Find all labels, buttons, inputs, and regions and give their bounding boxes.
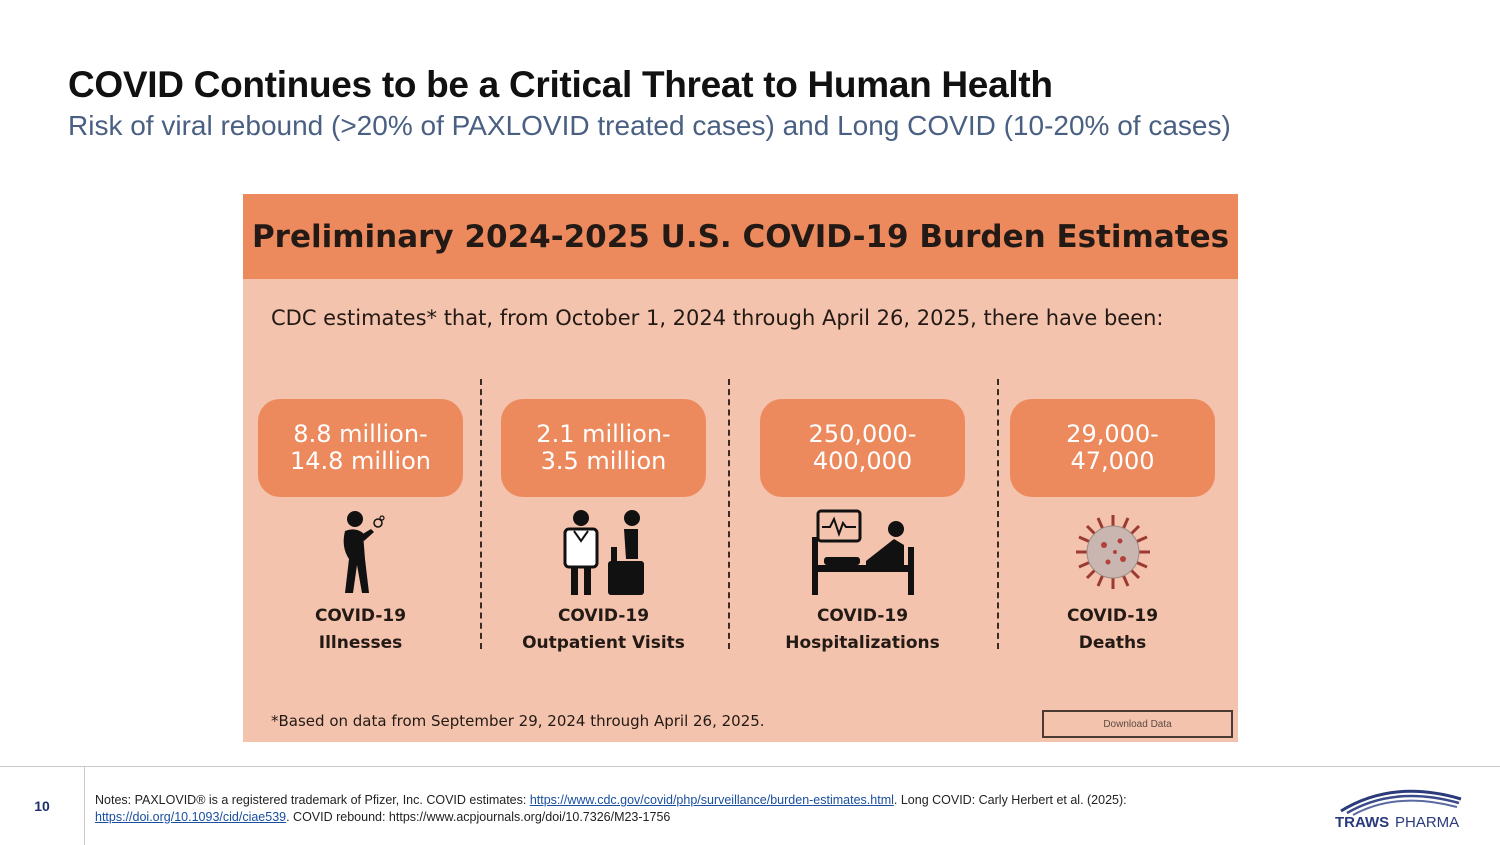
footer-notes: Notes: PAXLOVID® is a registered tradema…	[95, 792, 1305, 826]
stat-outpatient-visits: 2.1 million- 3.5 million COVID-19 Outpat…	[501, 399, 706, 657]
traws-pharma-logo: TRAWS PHARMA	[1335, 789, 1462, 831]
sick-person-icon	[343, 511, 385, 593]
hospital-bed-icon	[811, 509, 914, 595]
notes-text: . COVID rebound: https://www.acpjournals…	[286, 810, 671, 824]
column-divider	[728, 379, 730, 649]
slide-subtitle: Risk of viral rebound (>20% of PAXLOVID …	[68, 110, 1231, 141]
stat-value-line: 400,000	[812, 447, 913, 475]
stat-value-line: 250,000-	[808, 420, 917, 448]
notes-text: . Long COVID: Carly Herbert et al. (2025…	[893, 793, 1127, 807]
burden-infographic: Preliminary 2024-2025 U.S. COVID-19 Burd…	[243, 194, 1238, 742]
stat-value-line: 8.8 million-	[293, 420, 428, 448]
download-data-button[interactable]: Download Data	[1042, 710, 1233, 738]
long-covid-doi-link[interactable]: https://doi.org/10.1093/cid/ciae539	[95, 810, 287, 824]
stat-value-pill: 2.1 million- 3.5 million	[501, 399, 706, 497]
notes-text: Notes: PAXLOVID® is a registered tradema…	[95, 793, 530, 807]
stat-label: Illnesses	[318, 633, 403, 653]
stat-label: COVID-19	[314, 606, 407, 626]
virus-icon	[1075, 515, 1150, 589]
stat-value-pill: 8.8 million- 14.8 million	[258, 399, 463, 497]
doctor-patient-icon	[563, 510, 644, 595]
stat-value-pill: 250,000- 400,000	[760, 399, 965, 497]
column-divider	[997, 379, 999, 649]
stat-illnesses: 8.8 million- 14.8 million COVID-19 Illne…	[258, 399, 463, 657]
slide-footer: 10 Notes: PAXLOVID® is a registered trad…	[0, 766, 1500, 845]
stat-value-line: 47,000	[1070, 447, 1155, 475]
stat-label: COVID-19	[816, 606, 909, 626]
logo-text: TRAWS	[1335, 814, 1389, 831]
stat-hospitalizations: 250,000- 400,000 COVID-19 Hospitalizatio…	[760, 399, 965, 657]
stat-label: Outpatient Visits	[522, 633, 685, 653]
infographic-title: Preliminary 2024-2025 U.S. COVID-19 Burd…	[251, 218, 1230, 255]
stat-label: COVID-19	[557, 606, 650, 626]
page-number: 10	[0, 767, 85, 845]
stat-value-pill: 29,000- 47,000	[1010, 399, 1215, 497]
stat-label: Hospitalizations	[785, 633, 940, 653]
cdc-burden-link[interactable]: https://www.cdc.gov/covid/php/surveillan…	[529, 793, 894, 807]
logo-text: PHARMA	[1395, 814, 1459, 831]
column-divider	[480, 379, 482, 649]
infographic-header: Preliminary 2024-2025 U.S. COVID-19 Burd…	[243, 194, 1238, 279]
stat-label: COVID-19	[1066, 606, 1159, 626]
stat-value-line: 29,000-	[1066, 420, 1159, 448]
infographic-footnote: *Based on data from September 29, 2024 t…	[271, 712, 765, 730]
stat-label: Deaths	[1078, 633, 1147, 653]
stat-value-line: 14.8 million	[289, 447, 431, 475]
stat-deaths: 29,000- 47,000 COVID-19 Dea	[1010, 399, 1215, 657]
slide-title: COVID Continues to be a Critical Threat …	[68, 64, 1053, 105]
infographic-intro: CDC estimates* that, from October 1, 202…	[271, 306, 1164, 330]
stat-value-line: 2.1 million-	[536, 420, 671, 448]
stat-value-line: 3.5 million	[540, 447, 667, 475]
